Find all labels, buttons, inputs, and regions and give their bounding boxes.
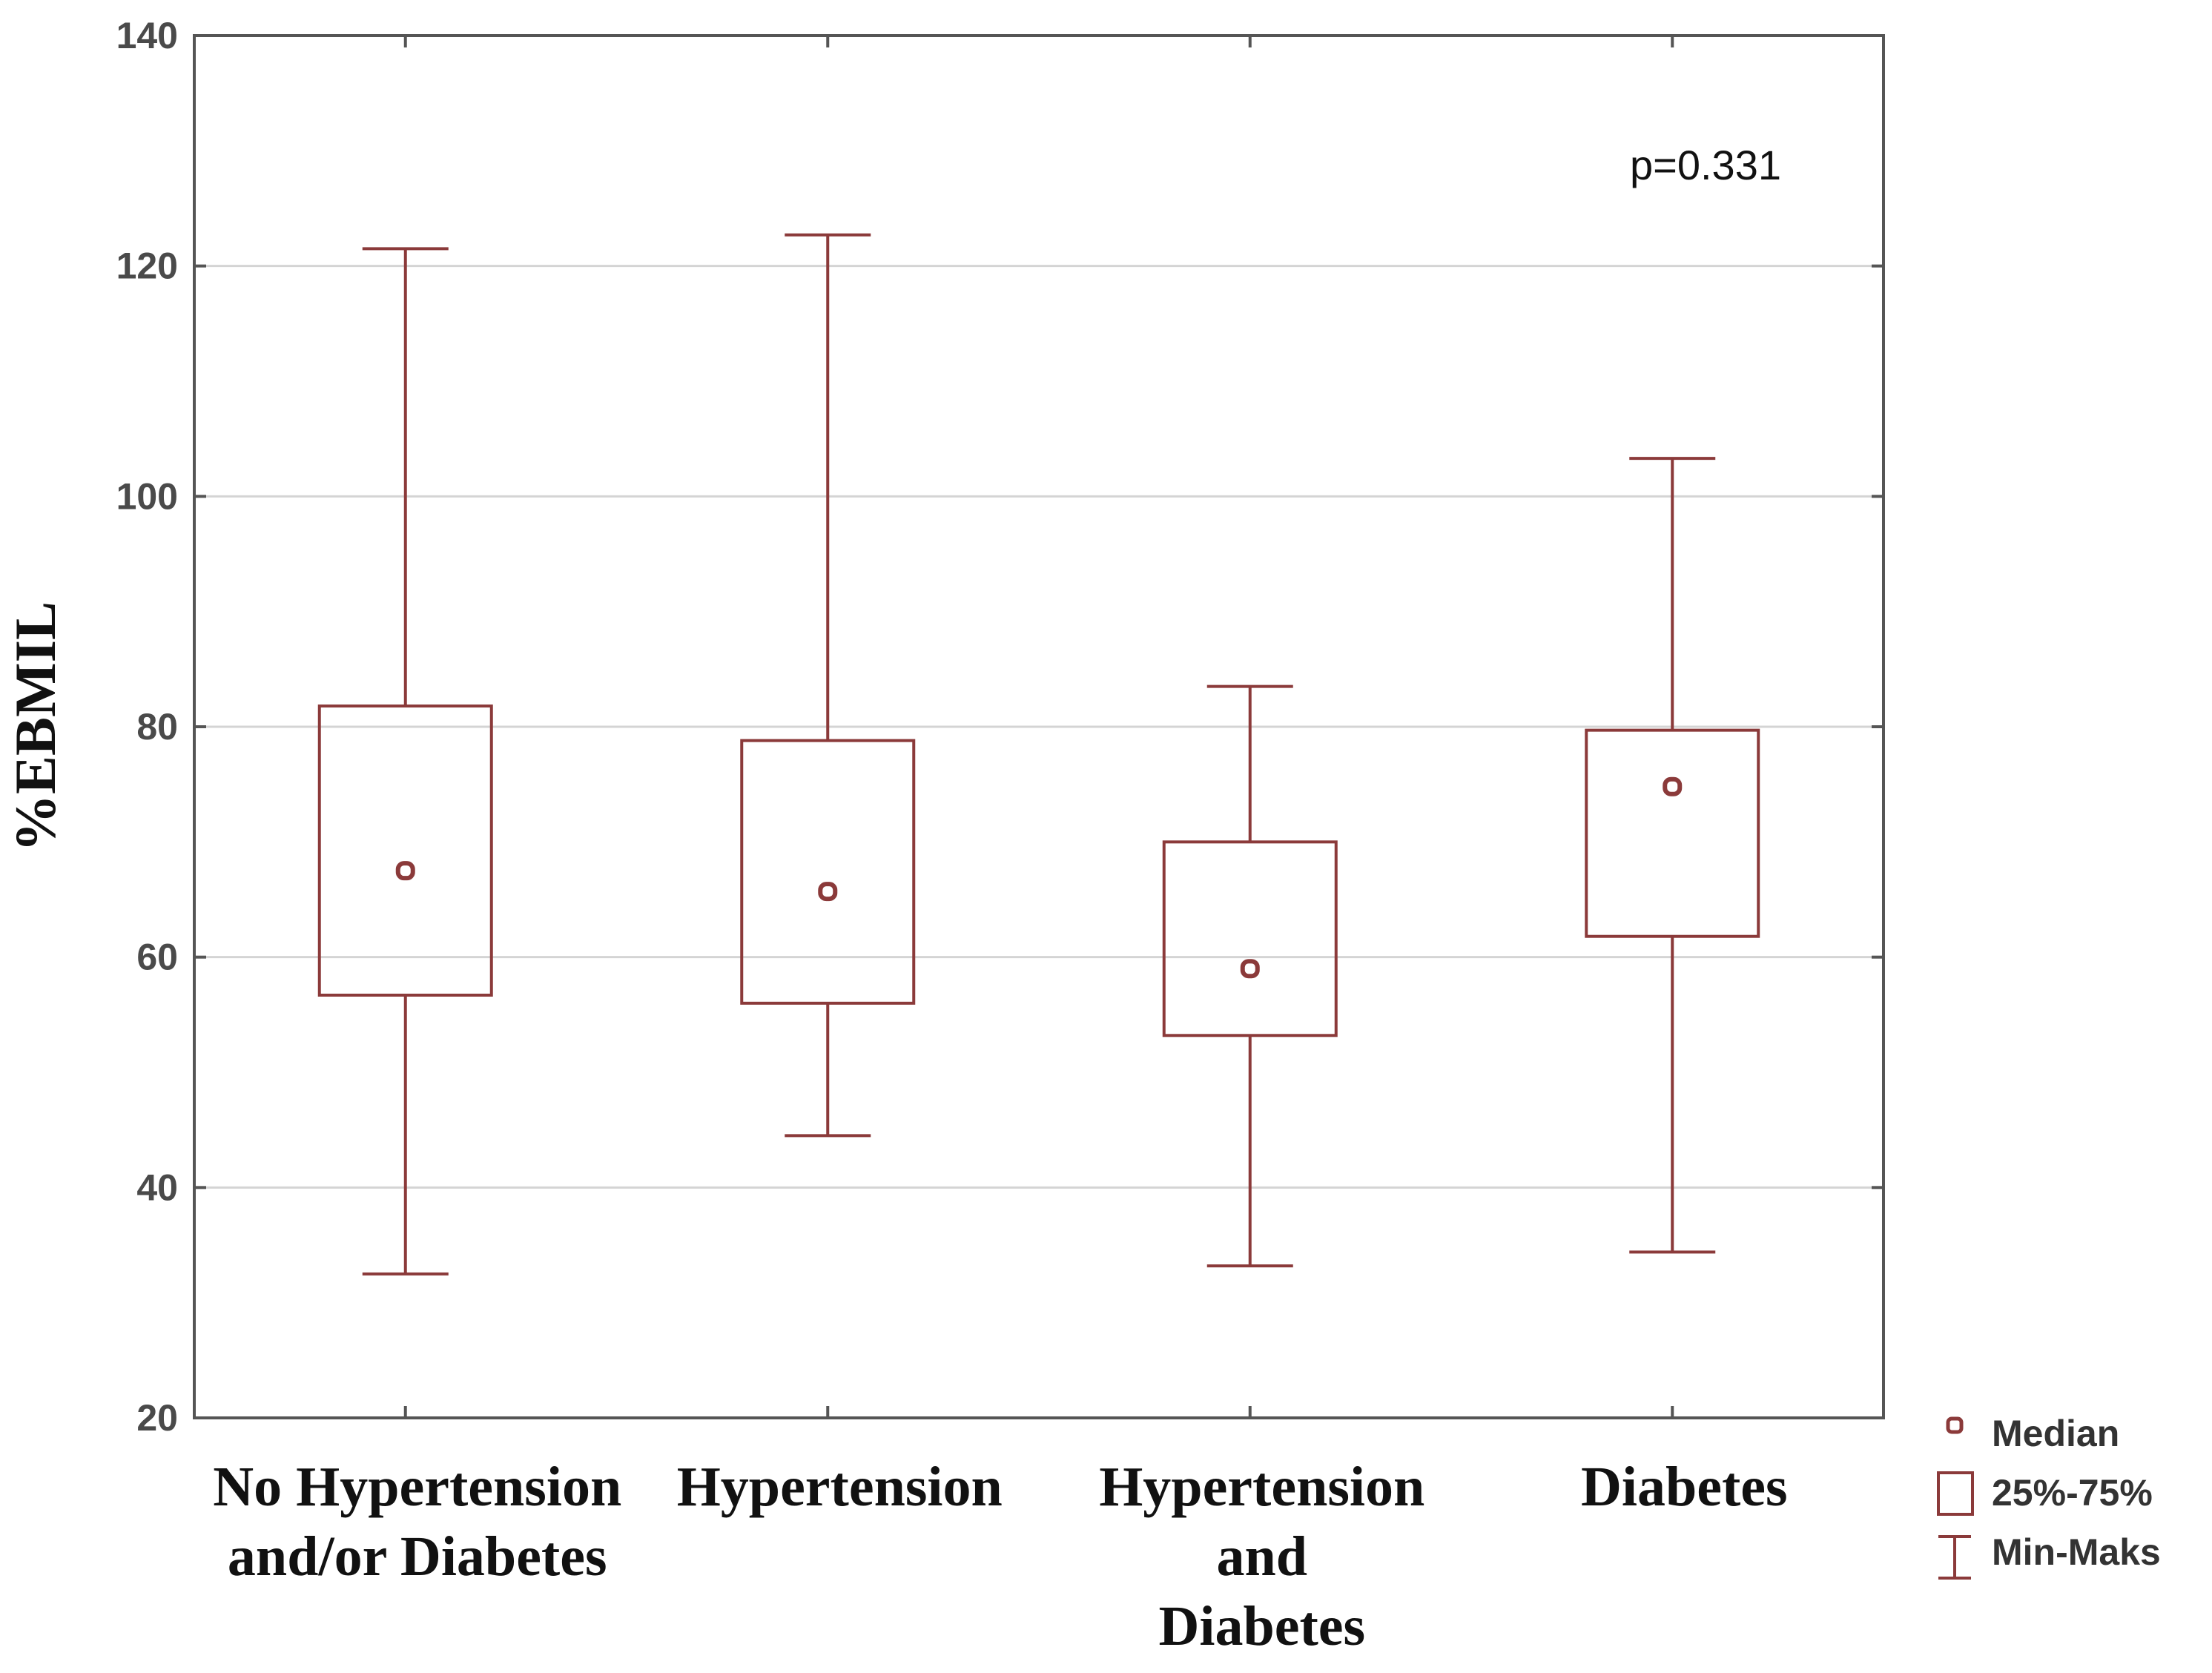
box-4-iqr-rect xyxy=(1585,728,1760,938)
y-tick-label-80: 80 xyxy=(136,706,178,748)
legend-median-label: Median xyxy=(1992,1413,2119,1454)
x-category-label-1-line-2: and/or Diabetes xyxy=(228,1525,607,1588)
y-axis-label: %EBMIL xyxy=(3,601,67,852)
x-category-label-3-line-3: Diabetes xyxy=(1158,1595,1365,1657)
y-tick-label-40: 40 xyxy=(136,1167,178,1208)
y-tick-label-120: 120 xyxy=(116,245,178,287)
x-category-label-3-line-1: Hypertension xyxy=(1099,1456,1424,1518)
box-2-iqr-rect xyxy=(740,739,916,1005)
legend-median-symbol xyxy=(1946,1416,1964,1434)
p-value-annotation: p=0.331 xyxy=(1630,142,1781,188)
x-category-label-4-line-1: Diabetes xyxy=(1581,1456,1788,1518)
box-3-iqr-rect xyxy=(1162,840,1338,1037)
box-2-median-marker xyxy=(818,882,838,902)
box-4-median-marker xyxy=(1663,776,1683,796)
y-tick-label-60: 60 xyxy=(136,937,178,978)
legend-range-label: Min-Maks xyxy=(1992,1531,2161,1573)
x-category-label-3-line-2: and xyxy=(1216,1525,1307,1588)
legend-iqr-symbol xyxy=(1937,1471,1974,1516)
y-tick-label-140: 140 xyxy=(116,15,178,56)
legend-iqr-label: 25%-75% xyxy=(1992,1472,2153,1514)
x-category-label-2-line-1: Hypertension xyxy=(677,1456,1003,1518)
box-1-iqr-rect xyxy=(317,704,493,997)
y-tick-label-100: 100 xyxy=(116,475,178,517)
y-tick-label-20: 20 xyxy=(136,1397,178,1439)
box-3-median-marker xyxy=(1240,959,1260,979)
x-category-label-1-line-1: No Hypertension xyxy=(213,1456,621,1518)
box-1-median-marker xyxy=(395,861,415,881)
